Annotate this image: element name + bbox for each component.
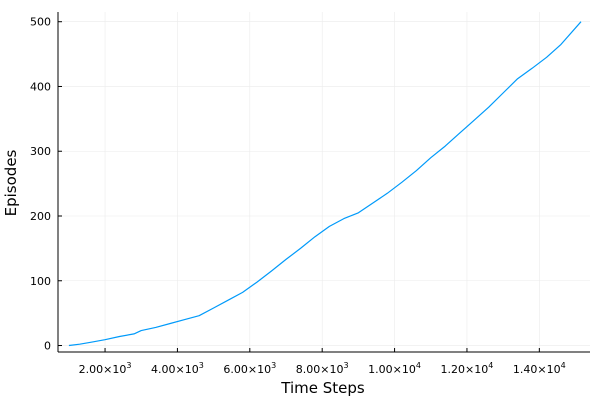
grid-lines <box>58 12 590 352</box>
x-tick-label: 1.00×104 <box>368 361 421 376</box>
series-layer <box>68 21 582 347</box>
axes <box>57 12 590 353</box>
x-tick-label: 2.00×103 <box>79 361 132 376</box>
series-line <box>68 21 582 347</box>
x-tick-label: 1.20×104 <box>441 361 494 376</box>
x-axis-title: Time Steps <box>280 379 365 397</box>
y-tick-label: 500 <box>30 16 51 29</box>
x-tick-label: 1.40×104 <box>513 361 566 376</box>
y-tick-label: 300 <box>30 145 51 158</box>
x-tick-label: 4.00×103 <box>151 361 204 376</box>
y-tick-label: 400 <box>30 80 51 93</box>
x-tick-label: 6.00×103 <box>223 361 276 376</box>
y-tick-label: 100 <box>30 275 51 288</box>
x-tick-label: 8.00×103 <box>296 361 349 376</box>
y-tick-label: 200 <box>30 210 51 223</box>
y-tick-label: 0 <box>44 340 51 353</box>
tick-labels: 2.00×103 4.00×103 6.00×103 8.00×103 1.00×104… <box>30 16 566 376</box>
y-axis-title: Episodes <box>2 149 20 216</box>
